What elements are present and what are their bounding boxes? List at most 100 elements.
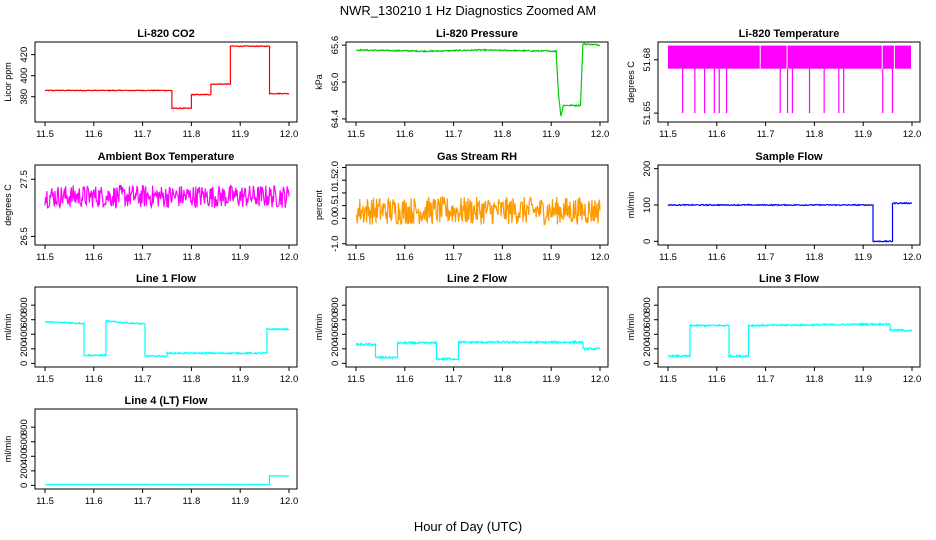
x-tick-label: 11.5 bbox=[36, 129, 54, 140]
y-tick-label: 800 bbox=[330, 297, 341, 313]
x-tick-label: 11.7 bbox=[134, 252, 152, 263]
plot-frame bbox=[345, 41, 609, 123]
y-axis-label: ml/min bbox=[314, 314, 324, 341]
y-tick-label: 65.6 bbox=[330, 36, 341, 55]
chart-panel-4: Ambient Box Temperature degrees C 11.5 11.6… bbox=[3, 151, 298, 263]
data-series bbox=[44, 474, 290, 486]
x-tick-label: 11.9 bbox=[854, 252, 872, 263]
x-tick-label: 11.7 bbox=[757, 252, 775, 263]
x-tick-label: 11.8 bbox=[806, 252, 824, 263]
data-band bbox=[760, 45, 787, 69]
data-series bbox=[44, 184, 290, 210]
y-tick-label: 200 bbox=[19, 463, 30, 479]
panel-title: Sample Flow bbox=[755, 151, 823, 163]
y-tick-label: 600 bbox=[19, 312, 30, 328]
data-line bbox=[44, 474, 290, 486]
panels: Li-820 CO2 Licor ppm 11.5 11.6 11.7 11.8 11.9 1… bbox=[3, 28, 921, 507]
x-tick-label: 11.5 bbox=[659, 374, 677, 385]
y-tick-label: 200 bbox=[330, 341, 341, 357]
chart-panel-8: Line 2 Flow ml/min 11.5 11.6 11.7 11.8 11.9 12.… bbox=[314, 273, 609, 385]
data-series bbox=[668, 45, 911, 114]
x-tick-label: 11.5 bbox=[347, 252, 365, 263]
y-axis-label: ml/min bbox=[3, 436, 13, 463]
x-tick-label: 11.7 bbox=[445, 252, 463, 263]
y-tick-label: 600 bbox=[19, 434, 30, 450]
plot-frame bbox=[34, 408, 298, 490]
y-tick-label: 27.5 bbox=[19, 170, 30, 189]
y-axis-label: percent bbox=[314, 189, 324, 220]
x-tick-label: 11.9 bbox=[542, 129, 560, 140]
x-tick-label: 11.8 bbox=[183, 374, 201, 385]
x-tick-label: 11.9 bbox=[542, 374, 560, 385]
x-tick-label: 11.7 bbox=[757, 374, 775, 385]
x-tick-label: 11.9 bbox=[854, 374, 872, 385]
x-tick-label: 11.5 bbox=[347, 374, 365, 385]
y-tick-label: 51.68 bbox=[642, 48, 653, 72]
y-axis-label: degrees C bbox=[3, 184, 13, 226]
y-tick-label: 200 bbox=[19, 341, 30, 357]
x-tick-label: 12.0 bbox=[591, 129, 610, 140]
data-band bbox=[668, 45, 760, 69]
y-axis-label: ml/min bbox=[626, 314, 636, 341]
data-series bbox=[44, 319, 290, 358]
panel-title: Line 2 Flow bbox=[447, 273, 507, 285]
chart-panel-2: Li-820 Pressure kPa 11.5 11.6 11.7 11.8 11.9 12… bbox=[314, 28, 609, 140]
y-tick-label: 0.0 bbox=[330, 212, 341, 225]
plot-frame bbox=[34, 164, 298, 246]
x-tick-label: 11.7 bbox=[445, 129, 463, 140]
data-line bbox=[356, 339, 601, 362]
data-band bbox=[882, 45, 894, 69]
x-tick-label: 12.0 bbox=[280, 252, 299, 263]
y-axis-label: degrees C bbox=[626, 61, 636, 103]
x-tick-label: 11.7 bbox=[445, 374, 463, 385]
y-tick-label: 800 bbox=[19, 297, 30, 313]
data-band bbox=[787, 45, 882, 69]
y-tick-label: 64.4 bbox=[330, 110, 341, 129]
x-tick-label: 11.8 bbox=[183, 496, 201, 507]
y-tick-label: 420 bbox=[19, 47, 30, 63]
x-tick-label: 11.7 bbox=[757, 129, 775, 140]
x-tick-label: 12.0 bbox=[903, 374, 922, 385]
data-line bbox=[44, 44, 290, 110]
panel-title: Li-820 CO2 bbox=[137, 28, 194, 40]
chart-panel-1: Li-820 CO2 Licor ppm 11.5 11.6 11.7 11.8 11.9 1… bbox=[3, 28, 298, 140]
x-tick-label: 12.0 bbox=[903, 252, 922, 263]
y-tick-label: 400 bbox=[19, 68, 30, 84]
y-tick-label: 600 bbox=[330, 312, 341, 328]
data-series bbox=[355, 42, 601, 117]
data-series bbox=[355, 195, 601, 226]
y-tick-label: 0 bbox=[19, 483, 30, 488]
x-tick-label: 11.8 bbox=[806, 374, 824, 385]
chart-panel-3: Li-820 Temperature degrees C 11.5 11.6 11.7 1… bbox=[626, 28, 921, 140]
panel-title: Gas Stream RH bbox=[437, 151, 517, 163]
y-tick-label: 200 bbox=[642, 341, 653, 357]
y-tick-label: 1.5 bbox=[330, 174, 341, 187]
data-series bbox=[667, 321, 913, 359]
y-tick-label: 100 bbox=[642, 197, 653, 213]
panel-title: Li-820 Pressure bbox=[436, 28, 518, 40]
chart-panel-9: Line 3 Flow ml/min 11.5 11.6 11.7 11.8 11.9 12.… bbox=[626, 273, 921, 385]
data-series bbox=[356, 339, 601, 362]
x-tick-label: 12.0 bbox=[280, 496, 299, 507]
data-line bbox=[355, 42, 601, 117]
plot-frame bbox=[34, 41, 298, 123]
x-tick-label: 11.6 bbox=[85, 496, 103, 507]
y-tick-label: 400 bbox=[19, 448, 30, 464]
x-tick-label: 11.5 bbox=[36, 496, 54, 507]
x-tick-label: 11.6 bbox=[85, 374, 103, 385]
x-tick-label: 11.6 bbox=[708, 374, 726, 385]
y-tick-label: 200 bbox=[642, 161, 653, 177]
x-tick-label: 11.6 bbox=[708, 129, 726, 140]
data-line bbox=[355, 195, 601, 226]
y-tick-label: 51.65 bbox=[642, 101, 653, 125]
panel-title: Li-820 Temperature bbox=[739, 28, 840, 40]
data-line bbox=[44, 184, 290, 210]
x-tick-label: 11.8 bbox=[494, 252, 512, 263]
y-tick-label: 600 bbox=[642, 312, 653, 328]
x-tick-label: 11.6 bbox=[85, 252, 103, 263]
x-tick-label: 11.6 bbox=[708, 252, 726, 263]
panel-title: Line 1 Flow bbox=[136, 273, 196, 285]
panel-title: Line 4 (LT) Flow bbox=[125, 395, 208, 407]
plot-frame bbox=[34, 286, 298, 368]
x-tick-label: 11.5 bbox=[347, 129, 365, 140]
